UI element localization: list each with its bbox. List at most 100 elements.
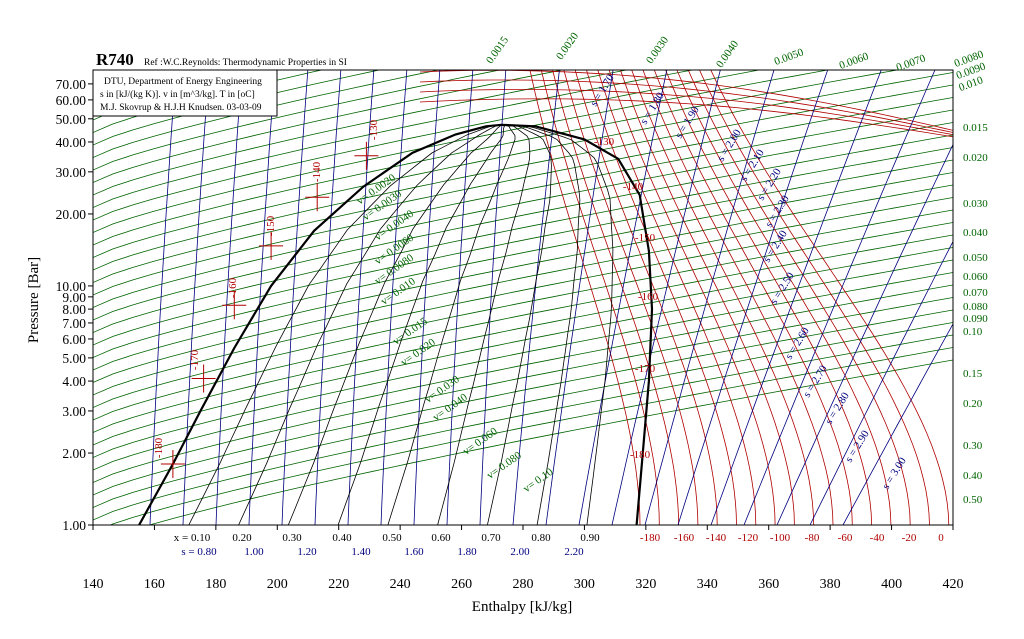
isotherm-line bbox=[665, 70, 872, 525]
info-line-1: DTU, Department of Energy Engineering bbox=[104, 76, 262, 87]
y-tick-label: 60.00 bbox=[56, 93, 87, 108]
y-tick-label: 70.00 bbox=[56, 77, 87, 92]
isochore-right-label: 0.015 bbox=[963, 122, 988, 134]
isochore-line bbox=[93, 209, 953, 396]
isochore-line bbox=[109, 347, 953, 525]
isentrope-line bbox=[182, 70, 210, 525]
chart-title: R740 bbox=[96, 50, 134, 69]
isotherm-line bbox=[552, 70, 679, 525]
quality-label: 0.70 bbox=[481, 532, 501, 544]
isochore-line bbox=[93, 184, 953, 371]
info-box: DTU, Department of Energy Engineering s … bbox=[92, 69, 278, 117]
isochore-right-label: 0.090 bbox=[963, 313, 988, 325]
entropy-bottom-label: 2.20 bbox=[564, 546, 584, 558]
isotherm-line bbox=[540, 70, 660, 525]
temperature-vapor-label: -170 bbox=[635, 363, 656, 375]
temperature-bottom-label: -60 bbox=[838, 532, 853, 544]
isochore-line bbox=[93, 70, 441, 158]
temperature-liquid-label: -140 bbox=[311, 161, 323, 182]
quality-line bbox=[188, 124, 502, 525]
isotherm-line bbox=[419, 89, 953, 136]
isentrope-line bbox=[149, 70, 177, 525]
isentrope-label: s = 2.40 bbox=[761, 228, 790, 265]
isotherm-line bbox=[574, 70, 718, 525]
isotherm-line bbox=[676, 70, 892, 525]
y-tick-label: 30.00 bbox=[56, 165, 87, 180]
isentrope-line bbox=[215, 70, 243, 525]
y-tick-label: 7.00 bbox=[62, 316, 86, 331]
isochore-line bbox=[93, 284, 953, 471]
quality-line bbox=[387, 124, 516, 525]
temperature-vapor-label: -130 bbox=[594, 136, 615, 148]
isochore-line bbox=[93, 134, 953, 321]
isochore-right-label: 0.080 bbox=[963, 301, 988, 313]
temperature-bottom-label: -100 bbox=[770, 532, 791, 544]
isotherm-line bbox=[687, 70, 911, 525]
temperature-liquid-label: -170 bbox=[189, 349, 201, 370]
isochore-top-label: 0.0040 bbox=[714, 38, 741, 70]
isotherm-line bbox=[419, 79, 953, 133]
isochore-line bbox=[93, 97, 953, 283]
quality-label: 0.20 bbox=[232, 532, 252, 544]
x-tick-label: 260 bbox=[451, 577, 472, 592]
isentrope-line bbox=[281, 70, 309, 525]
isentrope-label: s = 1.90 bbox=[673, 104, 702, 141]
temperature-liquid-label: -180 bbox=[153, 437, 165, 458]
entropy-bottom-label: 2.00 bbox=[510, 546, 530, 558]
isentrope-line bbox=[611, 70, 721, 525]
saturation-dome bbox=[138, 123, 654, 525]
isentrope-label: s = 1.80 bbox=[638, 90, 667, 127]
isochore-line bbox=[93, 197, 953, 383]
isochore-right-label: 0.030 bbox=[963, 198, 988, 210]
isochore-line bbox=[93, 84, 953, 271]
isochore-right-label: 0.50 bbox=[963, 494, 983, 506]
y-axis-label: Pressure [Bar] bbox=[26, 257, 42, 343]
isentrope-line bbox=[578, 70, 668, 525]
isochore-top-label: 0.0050 bbox=[773, 46, 806, 68]
isochore-right-label: 0.020 bbox=[963, 152, 988, 164]
x-tick-label: 400 bbox=[881, 577, 902, 592]
isochore-top-label: 0.0060 bbox=[838, 50, 871, 72]
x-tick-label: 180 bbox=[205, 577, 226, 592]
quality-line bbox=[501, 124, 581, 525]
quality-label: 0.60 bbox=[431, 532, 451, 544]
chart-subtitle: Ref :W.C.Reynolds: Thermodynamic Propert… bbox=[144, 57, 347, 68]
quality-line bbox=[337, 124, 505, 525]
temperature-vapor-label: -160 bbox=[638, 291, 659, 303]
isochore-top-label: 0.0015 bbox=[484, 34, 511, 66]
x-tick-label: 160 bbox=[144, 577, 165, 592]
isentrope-line bbox=[809, 240, 953, 525]
temperature-bottom-label: -120 bbox=[738, 532, 759, 544]
temperature-vapor-label: -180 bbox=[630, 449, 651, 461]
entropy-bottom-label: s = 0.80 bbox=[181, 546, 217, 558]
quality-line bbox=[501, 124, 614, 525]
isochore-line bbox=[93, 309, 953, 496]
isochore-line bbox=[93, 247, 953, 433]
quality-line bbox=[287, 124, 502, 525]
isochore-top-label: 0.0020 bbox=[554, 30, 581, 62]
x-tick-label: 340 bbox=[697, 577, 718, 592]
y-tick-label: 3.00 bbox=[62, 404, 86, 419]
temperature-bottom-label: -140 bbox=[706, 532, 727, 544]
entropy-bottom-label: 1.80 bbox=[457, 546, 477, 558]
isentrope-line bbox=[413, 70, 441, 525]
isochore-line bbox=[53, 0, 993, 8]
isentrope-line bbox=[743, 70, 936, 525]
isentrope-line bbox=[479, 70, 507, 525]
quality-line bbox=[487, 124, 552, 525]
entropy-bottom-label: 1.60 bbox=[404, 546, 424, 558]
isochore-line bbox=[93, 147, 953, 333]
isochore-line bbox=[93, 70, 502, 171]
x-tick-label: 240 bbox=[390, 577, 411, 592]
y-tick-label: 9.00 bbox=[62, 290, 86, 305]
isentrope-line bbox=[545, 70, 614, 525]
isotherm-line bbox=[631, 70, 815, 525]
isochore-top-label: 0.0070 bbox=[895, 52, 928, 74]
y-tick-label: 5.00 bbox=[62, 351, 86, 366]
y-tick-label: 6.00 bbox=[62, 332, 86, 347]
temperature-liquid-label: -130 bbox=[368, 119, 380, 140]
isentrope-label: s = 2.00 bbox=[715, 127, 744, 164]
isentrope-label: s = 3.00 bbox=[880, 455, 909, 492]
plot-frame bbox=[92, 69, 954, 526]
isochore-line bbox=[93, 259, 953, 446]
